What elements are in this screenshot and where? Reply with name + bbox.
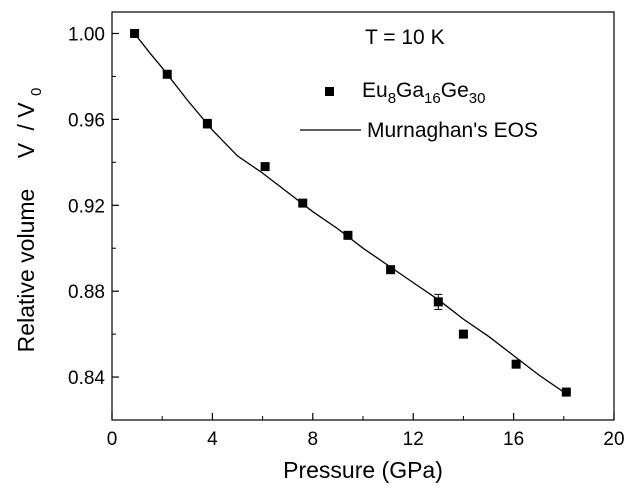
plot-frame [111,11,615,421]
data-point [386,265,396,275]
y-axis-label-den-sub: 0 [28,88,45,96]
x-tick-label: 20 [603,429,624,450]
data-point [162,69,172,79]
y-axis-label: Relative volume V / V 0 [13,88,45,353]
x-tick-label: 0 [107,429,118,450]
x-tick-label: 8 [308,429,319,450]
legend-marker-square [325,87,334,96]
y-tick-label: 0.92 [68,196,105,217]
x-tick-label: 12 [403,429,424,450]
data-point [511,359,521,369]
legend-label-series1: Eu8Ga16Ge30 [362,79,485,107]
y-tick-label: 0.96 [68,110,105,131]
data-point [130,28,140,38]
svg-text:Relative volume V: Relative volume V / V 0 [13,88,45,353]
murnaghan-eos-curve [134,33,565,393]
data-point [202,119,212,129]
y-tick-label: 1.00 [68,24,105,45]
y-axis-label-num: V [13,142,39,158]
data-point [458,329,468,339]
x-axis-ticks: 0 4 8 12 16 20 [107,413,625,450]
x-tick-label: 4 [207,429,218,450]
legend: Eu8Ga16Ge30 Murnaghan's EOS [300,79,538,142]
plot-area: 0 4 8 12 16 20 0.84 0.88 0.92 0.96 1.00 [68,11,625,450]
data-point [343,230,353,240]
y-axis-ticks: 0.84 0.88 0.92 0.96 1.00 [68,24,119,421]
legend-label-series2: Murnaghan's EOS [367,119,538,142]
temperature-annotation: T = 10 K [365,26,445,49]
data-points [130,28,571,397]
y-axis-label-den: V [13,102,39,118]
data-point [561,387,571,397]
data-point [298,198,308,208]
y-axis-label-main: Relative volume [13,189,39,353]
data-point [260,162,270,172]
y-tick-label: 0.88 [68,282,105,303]
data-point [433,297,443,307]
x-tick-label: 16 [503,429,524,450]
x-axis-label: Pressure (GPa) [283,457,443,483]
y-tick-label: 0.84 [68,368,105,389]
